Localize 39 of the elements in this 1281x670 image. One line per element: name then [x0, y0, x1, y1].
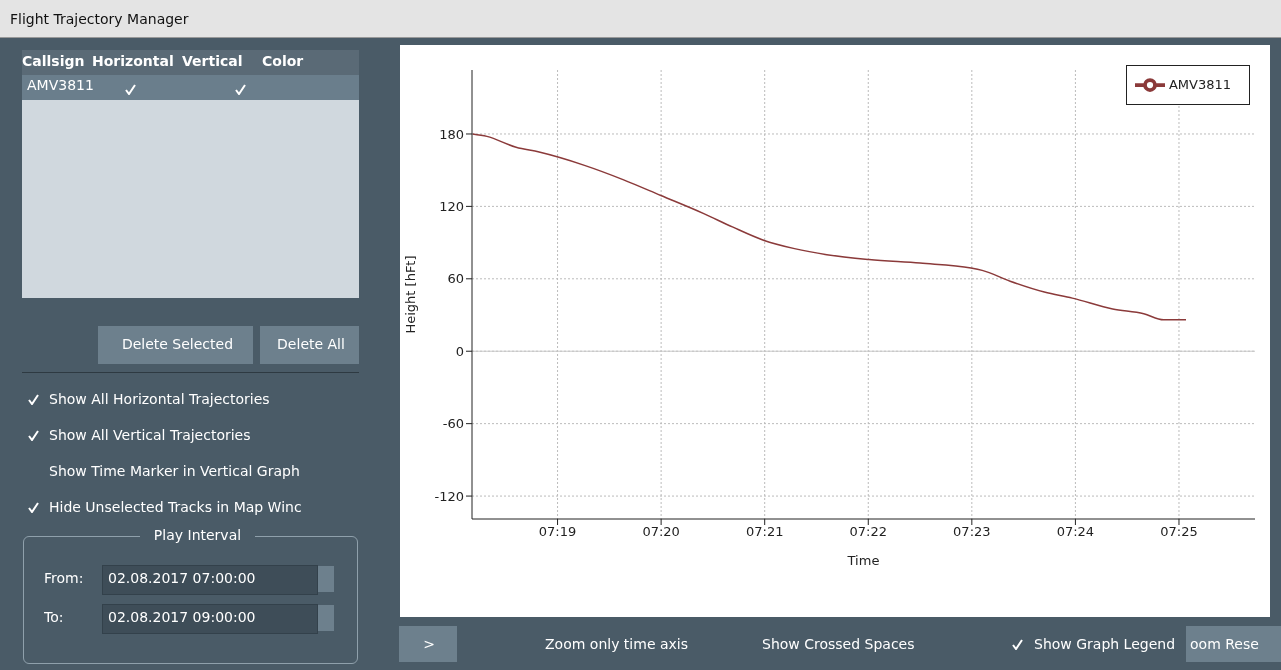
x-tick-label: 07:20 — [642, 524, 680, 540]
text: Show All Vertical Trajectories — [49, 427, 252, 443]
text: Zoom only time axis — [545, 636, 689, 652]
text: Show Graph Legend — [1034, 636, 1176, 652]
text: From: — [44, 570, 85, 586]
text: Horizontal — [92, 53, 175, 69]
x-tick-label: 07:23 — [953, 524, 991, 540]
text: Flight Trajectory Manager — [0, 0, 1281, 38]
legend-label: AMV3811 — [1168, 77, 1231, 92]
x-tick-label: 07:24 — [1056, 524, 1095, 540]
x-tick-label: 07:22 — [849, 524, 887, 540]
text: Delete Selected — [120, 336, 235, 352]
text: Delete All — [276, 336, 346, 352]
x-axis-title: Time — [846, 553, 880, 568]
text: To: — [44, 609, 65, 625]
y-axis-title: Height [hFt] — [402, 255, 418, 334]
y-tick-label: -60 — [442, 416, 464, 432]
text: Callsign — [22, 53, 86, 69]
y-tick-label: 60 — [447, 271, 464, 287]
text: 02.08.2017 07:00:00 — [108, 570, 257, 586]
line-series — [472, 133, 1187, 321]
text: Show Crossed Spaces — [762, 636, 916, 652]
y-tick-label: 120 — [439, 199, 464, 214]
text: oom Rese — [1190, 636, 1260, 652]
text: AMV3811 — [27, 77, 95, 93]
y-tick-label: -120 — [434, 488, 464, 504]
text: Hide Unselected Tracks in Map Winc — [49, 499, 303, 515]
x-tick-label: 07:25 — [1160, 524, 1198, 540]
x-tick-label: 07:19 — [538, 524, 577, 540]
text: > — [422, 636, 436, 652]
text: Vertical — [182, 53, 244, 69]
text: Play Interval — [140, 527, 255, 543]
y-tick-label: 180 — [439, 126, 464, 142]
text: Color — [262, 53, 305, 69]
y-tick-label: 0 — [455, 343, 464, 359]
text: Show All Horizontal Trajectories — [49, 391, 271, 407]
x-tick-label: 07:21 — [745, 524, 784, 540]
text: 02.08.2017 09:00:00 — [108, 609, 257, 625]
text: Show Time Marker in Vertical Graph — [49, 463, 301, 479]
